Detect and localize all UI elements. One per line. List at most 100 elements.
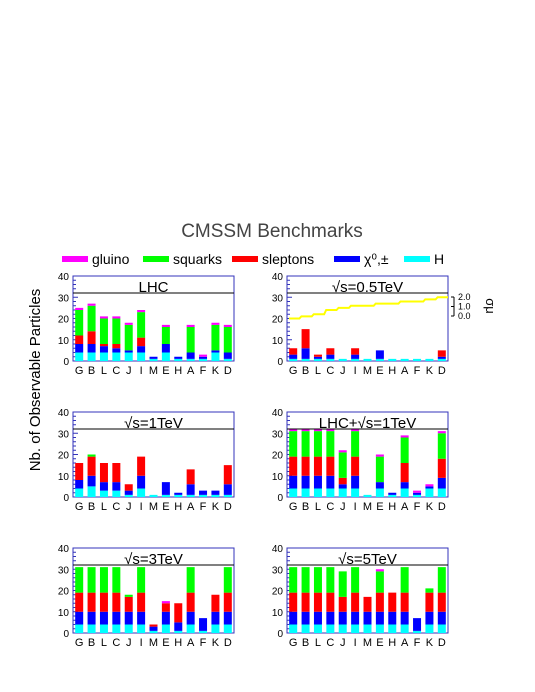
bar-segment <box>388 592 397 612</box>
bar-segment <box>437 611 446 625</box>
bar-segment <box>326 475 335 489</box>
bar-segment <box>211 624 220 633</box>
bar-segment <box>75 592 84 612</box>
bar-segment <box>199 630 208 633</box>
bar-segment <box>326 358 335 361</box>
bar-segment <box>437 624 446 633</box>
bar-segment <box>149 624 158 627</box>
x-tick-label: F <box>414 501 421 513</box>
y-tick-label: 30 <box>58 429 70 440</box>
bar-segment <box>351 429 360 432</box>
bar-segment <box>75 307 84 310</box>
y-tick-label: 0 <box>277 357 283 368</box>
bar-segment <box>375 488 384 497</box>
bar-segment <box>137 475 146 489</box>
bar-segment <box>338 596 347 612</box>
bar-segment <box>112 348 121 353</box>
bar-segment <box>326 624 335 633</box>
bar-segment <box>413 630 422 633</box>
sigma-line <box>289 296 448 320</box>
legend-swatch <box>232 256 258 262</box>
panel-title: LHC+√s=1TeV <box>319 415 416 432</box>
bar-segment <box>112 344 121 349</box>
bar-segment <box>289 348 298 355</box>
bar-segment <box>199 618 208 631</box>
bar-segment <box>351 431 360 457</box>
x-tick-label: H <box>388 637 396 649</box>
bar-segment <box>124 484 133 491</box>
panel-title: √s=5TeV <box>338 551 397 568</box>
bar-segment <box>437 567 446 593</box>
bar-segment <box>186 567 195 593</box>
x-tick-label: A <box>401 365 409 377</box>
bar-segment <box>161 624 170 633</box>
x-tick-label: I <box>354 365 357 377</box>
x-tick-label: B <box>88 637 95 649</box>
bar-segment <box>425 358 434 361</box>
legend-label: sleptons <box>262 251 314 267</box>
bar-segment <box>289 475 298 489</box>
bar-segment <box>99 482 108 491</box>
legend: gluino squarks sleptons χ⁰,± H <box>62 251 444 267</box>
bar-segment <box>400 482 409 489</box>
x-tick-label: F <box>414 365 421 377</box>
bar-segment <box>223 567 232 593</box>
bar-segment <box>375 569 384 572</box>
y-tick-label: 10 <box>58 472 70 483</box>
x-tick-label: H <box>174 501 182 513</box>
x-tick-label: J <box>126 365 132 377</box>
bar-segment <box>186 352 195 359</box>
x-tick-label: B <box>302 637 309 649</box>
bar-segment <box>211 352 220 361</box>
bar-segment <box>413 492 422 495</box>
bar-segment <box>425 486 434 489</box>
y-tick-label: 0 <box>277 493 283 504</box>
bar-segment <box>75 463 84 480</box>
x-tick-label: I <box>354 501 357 513</box>
x-tick-label: M <box>149 365 158 377</box>
chart-panel: 0 10 20 30 40 G B L C J I M E H A F K D LHC <box>58 272 235 377</box>
bar-segment <box>124 350 133 353</box>
x-tick-label: E <box>376 365 383 377</box>
bar-segment <box>400 358 409 361</box>
x-tick-label: D <box>224 365 232 377</box>
bar-segment <box>112 611 121 625</box>
bar-segment <box>174 622 183 631</box>
chart-panel: 0 10 20 30 40 G B L C J I M E H A F K D √s=5TeV <box>272 544 449 649</box>
y-tick-label: 40 <box>58 408 70 419</box>
x-tick-label: A <box>401 501 409 513</box>
bar-segment <box>400 611 409 625</box>
bar-segment <box>363 596 372 612</box>
bar-segment <box>199 490 208 495</box>
bar-segment <box>289 358 298 361</box>
bar-segment <box>161 611 170 625</box>
bar-segment <box>112 463 121 483</box>
bar-segment <box>199 358 208 361</box>
legend-swatch <box>334 256 360 262</box>
x-tick-label: E <box>162 637 169 649</box>
bar-segment <box>289 567 298 593</box>
bar-segment <box>375 624 384 633</box>
x-tick-label: H <box>388 365 396 377</box>
bar-segment <box>400 567 409 593</box>
y-tick-label: 10 <box>272 472 284 483</box>
bar-segment <box>174 630 183 633</box>
bar-segment <box>425 592 434 612</box>
x-tick-label: I <box>140 501 143 513</box>
x-tick-label: H <box>388 501 396 513</box>
y-tick-label: 40 <box>58 272 70 283</box>
bar-segment <box>351 475 360 489</box>
bar-segment <box>351 592 360 612</box>
bar-segment <box>137 488 146 497</box>
bar-segment <box>437 477 446 489</box>
bar-segment <box>313 624 322 633</box>
bar-segment <box>375 454 384 457</box>
bar-segment <box>289 354 298 359</box>
x-tick-label: C <box>326 365 334 377</box>
bar-segment <box>351 354 360 359</box>
x-tick-label: G <box>289 637 298 649</box>
x-tick-label: G <box>75 637 84 649</box>
bar-segment <box>99 318 108 344</box>
bar-segment <box>112 352 121 361</box>
x-tick-label: J <box>126 501 132 513</box>
